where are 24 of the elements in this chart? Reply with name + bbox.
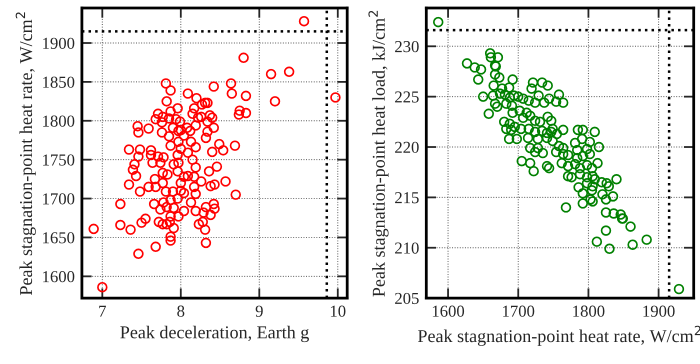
y-tick-label: 1700 [43,193,74,205]
y-tick-label: 1900 [43,38,74,49]
y-tick-label: 1650 [43,232,74,244]
y-axis-title: Peak stagnation-point heat rate, W/cm$^{2}$ [16,12,36,296]
y-tick-label: 230 [395,40,419,52]
x-tick-label: 1600 [432,306,464,317]
x-tick-label: 7 [99,306,106,317]
y-tick-label: 1850 [43,76,74,88]
y-tick-label: 1800 [43,115,74,127]
y-tick-label: 220 [395,142,419,153]
x-tick-label: 1800 [573,306,604,317]
x-tick-label: 9 [256,306,263,317]
y-tick-label: 215 [395,192,419,204]
y-tick-label: 1600 [43,271,74,282]
x-tick-label: 8 [177,306,184,317]
x-tick-label: 10 [330,306,346,317]
y-tick-label: 225 [395,91,419,103]
y-axis-title: Peak stagnation-point heat load, kJ/cm$^{2}$ [368,10,389,297]
x-tick-label: 1900 [643,306,675,317]
y-tick-label: 210 [395,242,419,254]
x-axis-title: Peak deceleration, Earth g [120,326,309,342]
y-tick-label: 205 [395,292,419,304]
x-tick-label: 1700 [503,306,534,317]
y-tick-label: 1750 [43,154,74,166]
